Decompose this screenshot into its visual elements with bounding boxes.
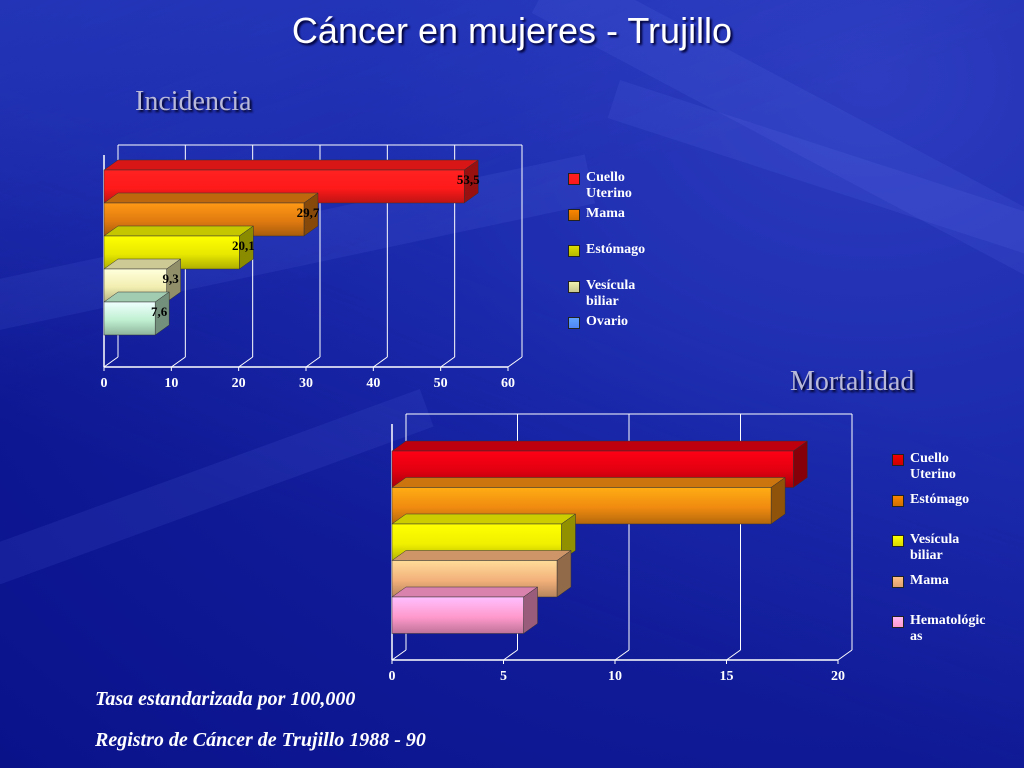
data-label: 9,3 [162, 271, 179, 286]
x-tick-label: 5 [500, 669, 507, 684]
footnote-rate: Tasa estandarizada por 100,000 [95, 688, 356, 710]
floor-gridline [726, 649, 741, 661]
floor-gridline [614, 649, 630, 661]
floor-gridline [507, 356, 523, 368]
incidence-chart-title: Incidencia [135, 86, 252, 117]
legend-label: Cuello Uterino [586, 170, 632, 201]
x-tick-label: 50 [434, 376, 448, 391]
footnote-source: Registro de Cáncer de Trujillo 1988 - 90 [95, 729, 426, 751]
mortality-chart-title: Mortalidad [790, 366, 915, 397]
floor-gridline [391, 649, 407, 661]
x-tick-label: 0 [389, 669, 396, 684]
bar-top-face [391, 477, 786, 488]
incidence-legend: Cuello Uterino Mama Estómago Vesícula bilia… [568, 170, 698, 340]
floor-gridline [238, 356, 253, 368]
floor-gridline [171, 356, 186, 368]
floor-gridline [440, 356, 455, 368]
bar-group [391, 586, 539, 634]
x-tick-label: 20 [831, 669, 845, 684]
legend-swatch [568, 173, 580, 185]
floor-gridline [837, 649, 853, 661]
bar-group [391, 477, 786, 525]
legend-label: Vesícula biliar [586, 278, 636, 309]
bar [391, 596, 524, 634]
x-tick-label: 20 [232, 376, 246, 391]
legend-swatch [568, 281, 580, 293]
slide-title: Cáncer en mujeres - Trujillo [291, 10, 733, 51]
legend-swatch [892, 535, 904, 547]
legend-label: Cuello Uterino [910, 451, 956, 482]
bar-group [103, 291, 170, 336]
x-tick-label: 10 [608, 669, 622, 684]
floor-gridline [305, 356, 321, 368]
legend-label: Mama [910, 572, 949, 588]
x-tick-label: 10 [164, 376, 178, 391]
bar-top-face [391, 440, 809, 452]
legend-swatch [892, 454, 904, 466]
legend-label: Hematológic as [910, 613, 986, 644]
legend-label: Estómago [586, 242, 646, 257]
bar-top-face [391, 550, 572, 561]
legend-swatch [568, 209, 580, 221]
x-tick-label: 15 [720, 669, 734, 684]
legend-swatch [892, 494, 904, 507]
legend-label: Vesícula biliar [910, 532, 960, 563]
data-label: 53,5 [457, 172, 480, 187]
data-label: 20,1 [232, 238, 255, 253]
legend-swatch [568, 317, 580, 329]
x-tick-label: 60 [501, 376, 515, 391]
bar [103, 301, 156, 336]
bar-top-face [391, 513, 577, 525]
mortality-legend: Cuello Uterino Estómago Vesícula biliar Mam… [892, 451, 1022, 651]
floor-gridline [103, 356, 119, 368]
x-tick-label: 30 [299, 376, 313, 391]
legend-label: Estómago [910, 491, 970, 507]
legend-swatch [568, 245, 580, 257]
floor-gridline [503, 649, 518, 661]
x-tick-label: 40 [366, 376, 380, 391]
legend-label: Mama [586, 206, 625, 221]
data-label: 29,7 [297, 205, 320, 220]
data-label: 7,6 [151, 304, 168, 319]
bar-top-face [391, 586, 539, 598]
legend-label: Ovario [586, 314, 628, 329]
legend-swatch [892, 616, 904, 628]
floor-gridline [373, 356, 388, 368]
legend-swatch [892, 575, 904, 588]
x-tick-label: 0 [101, 376, 108, 391]
